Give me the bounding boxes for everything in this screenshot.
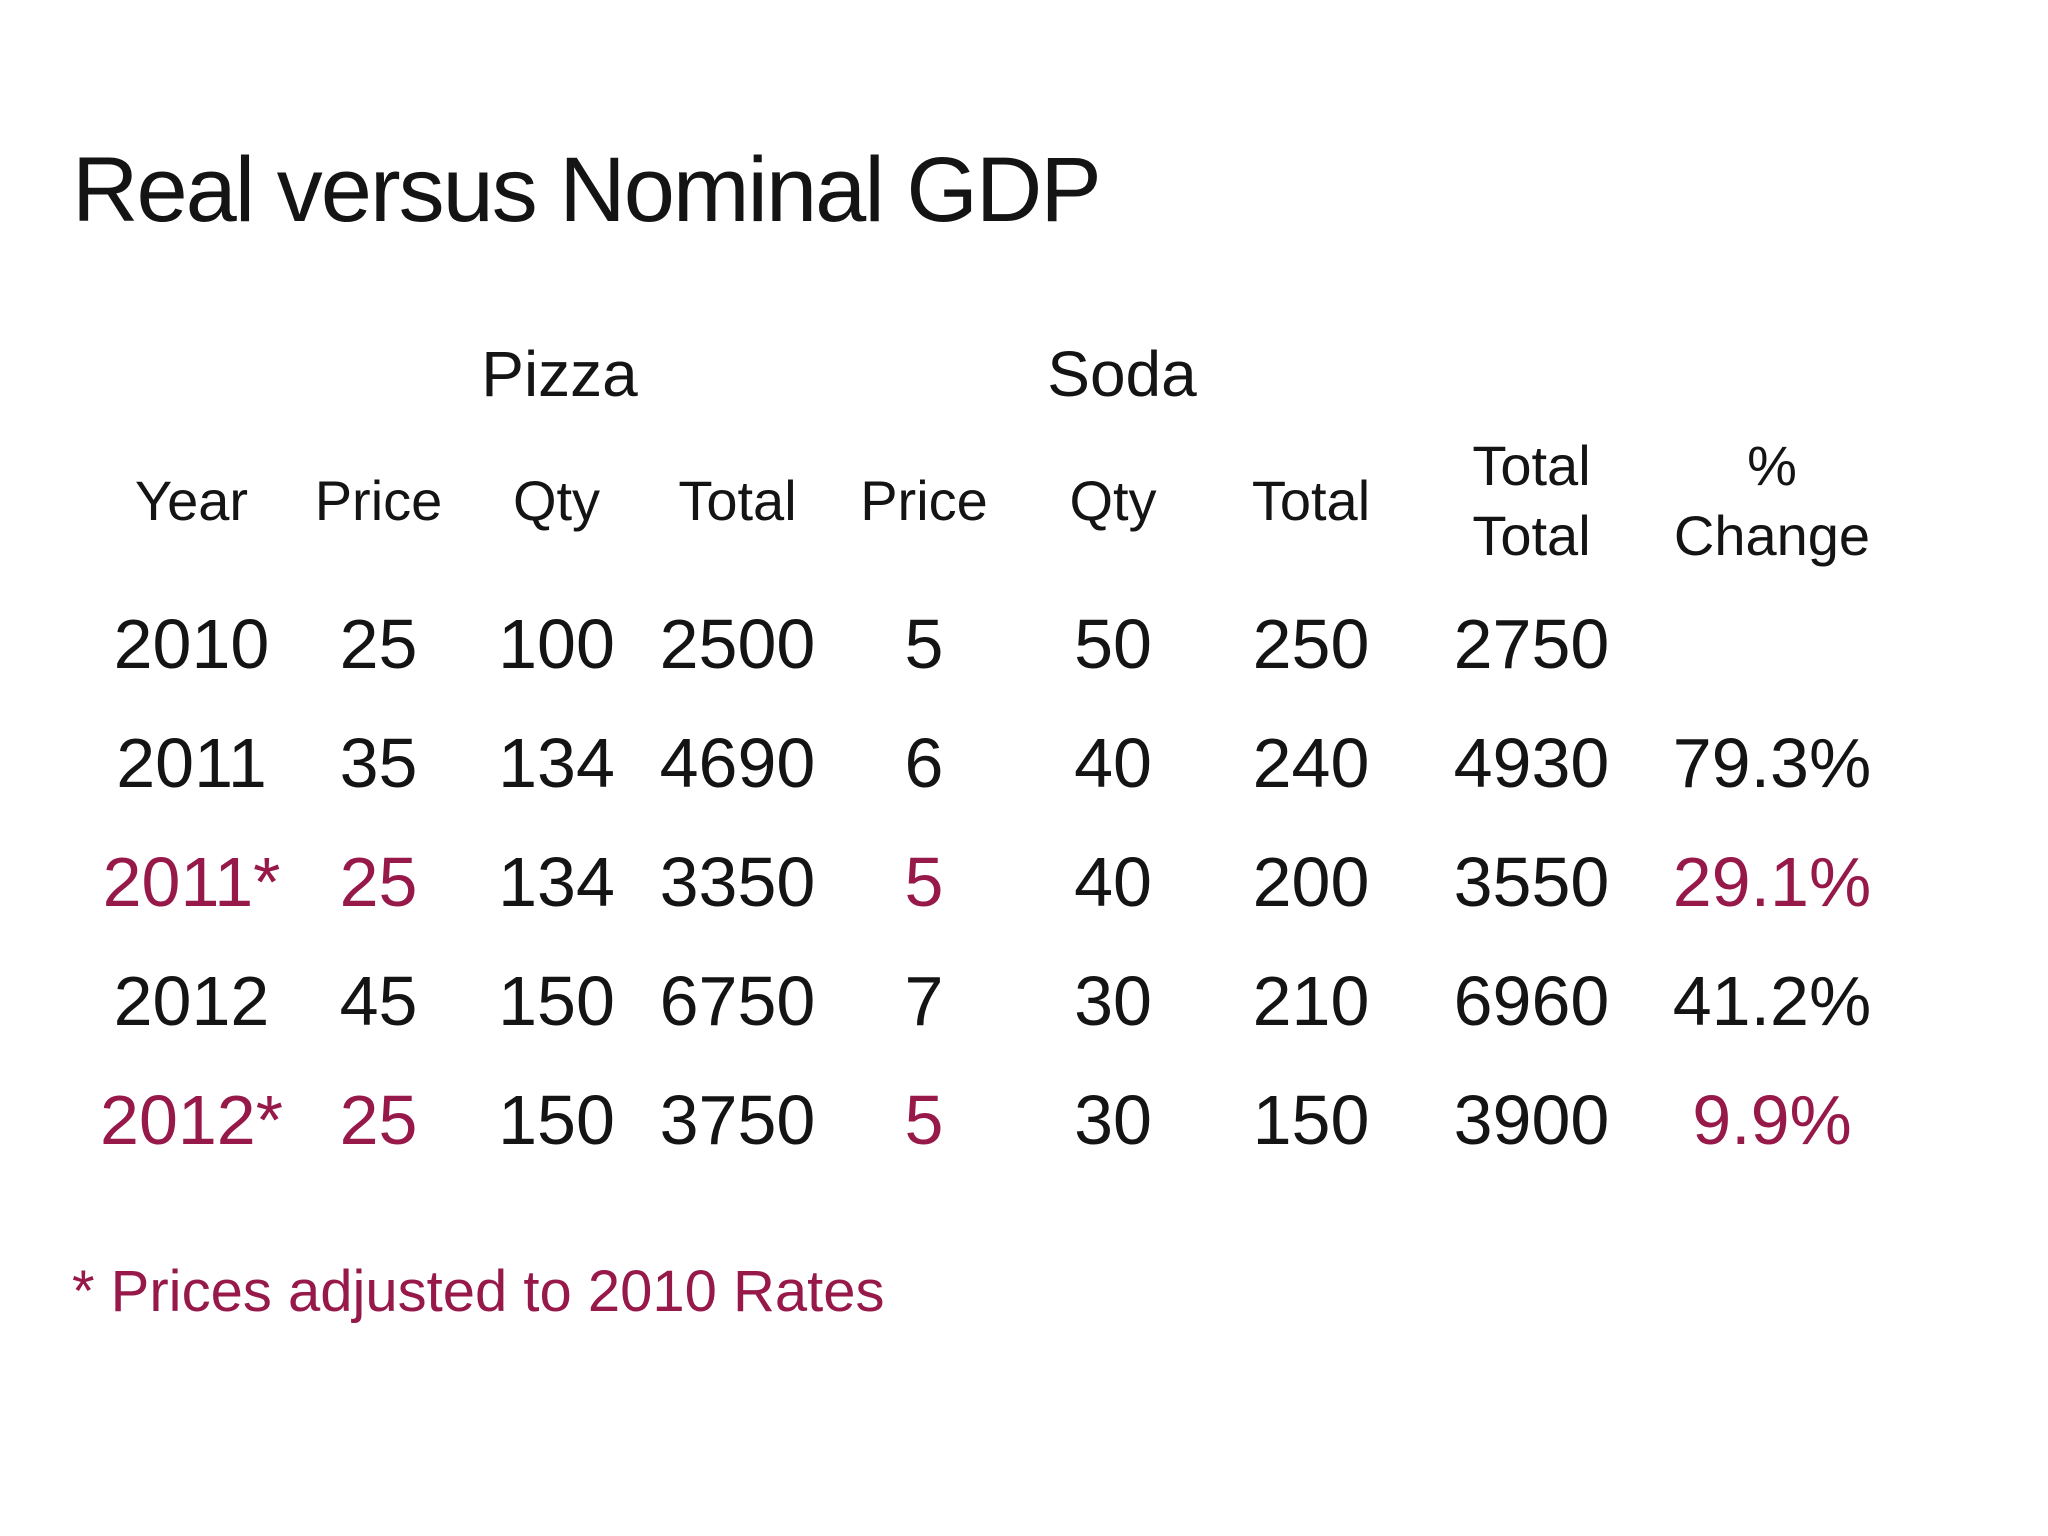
cell-soda-total: 150: [1252, 1080, 1370, 1159]
header-total-total: Total Total: [1472, 434, 1591, 567]
cell-pizza-total: 3350: [659, 842, 816, 921]
cell-pizza-total: 2500: [659, 604, 816, 683]
page-title: Real versus Nominal GDP: [72, 139, 1102, 241]
cell-year: 2011*: [102, 842, 281, 921]
cell-pct-change: 79.3%: [1672, 723, 1872, 802]
header-year: Year: [134, 469, 249, 532]
cell-soda-qty: 30: [1074, 1080, 1152, 1159]
group-header-pizza: Pizza: [481, 338, 638, 410]
cell-soda-total: 200: [1252, 842, 1370, 921]
cell-soda-price: 5: [904, 1080, 944, 1159]
table-row-2011-adjusted: 2011* 25 134 3350 5 40 200 3550 29.1%: [94, 822, 1895, 941]
gdp-table: Pizza Soda Year Price Qty Total Price Qt…: [94, 330, 1895, 1179]
cell-total-total: 4930: [1453, 723, 1610, 802]
cell-soda-price: 7: [904, 961, 944, 1040]
table-row-2012-adjusted: 2012* 25 150 3750 5 30 150 3900 9.9%: [94, 1060, 1895, 1179]
cell-year: 2012: [113, 961, 270, 1040]
cell-soda-price: 6: [904, 723, 944, 802]
cell-total-total: 3550: [1453, 842, 1610, 921]
cell-total-total: 3900: [1453, 1080, 1610, 1159]
table-row-2010: 2010 25 100 2500 5 50 250 2750: [94, 584, 1895, 703]
footnote-prices-adjusted: * Prices adjusted to 2010 Rates: [72, 1259, 885, 1324]
cell-soda-total: 240: [1252, 723, 1370, 802]
cell-pizza-price: 25: [339, 842, 418, 921]
header-pizza-total: Total: [678, 469, 797, 532]
cell-pizza-qty: 150: [498, 1080, 615, 1159]
cell-total-total: 6960: [1453, 961, 1610, 1040]
group-header-spacer: [1414, 330, 1895, 418]
cell-pct-change: 9.9%: [1692, 1080, 1852, 1159]
cell-pct-change: 41.2%: [1672, 961, 1872, 1040]
cell-soda-price: 5: [904, 842, 944, 921]
cell-pct-change: [1649, 584, 1895, 703]
cell-pizza-price: 45: [339, 961, 418, 1040]
header-soda-price: Price: [860, 469, 988, 532]
cell-pizza-total: 3750: [659, 1080, 816, 1159]
cell-pizza-total: 4690: [659, 723, 816, 802]
cell-pizza-price: 35: [339, 723, 418, 802]
header-soda-total: Total: [1251, 469, 1371, 532]
group-header-soda: Soda: [1047, 338, 1197, 410]
cell-pizza-qty: 134: [498, 723, 615, 802]
header-pizza-price: Price: [314, 469, 443, 532]
cell-pizza-price: 25: [339, 604, 418, 683]
table-group-header-row: Pizza Soda: [94, 330, 1895, 418]
cell-pizza-price: 25: [339, 1080, 418, 1159]
cell-soda-qty: 40: [1074, 723, 1152, 802]
cell-soda-qty: 50: [1074, 604, 1152, 683]
cell-soda-price: 5: [904, 604, 944, 683]
cell-pct-change: 29.1%: [1672, 842, 1872, 921]
cell-pizza-qty: 150: [498, 961, 615, 1040]
group-header-spacer: [94, 330, 289, 418]
cell-year: 2011: [116, 723, 267, 802]
table-row-2011: 2011 35 134 4690 6 40 240 4930 79.3%: [94, 703, 1895, 822]
cell-soda-qty: 40: [1074, 842, 1152, 921]
cell-soda-total: 210: [1252, 961, 1370, 1040]
table-header-row: Year Price Qty Total Price Qty Total Tot…: [94, 418, 1895, 584]
header-soda-qty: Qty: [1069, 469, 1157, 532]
header-pct-change: % Change: [1673, 434, 1871, 567]
cell-year: 2012*: [100, 1080, 283, 1159]
cell-soda-total: 250: [1252, 604, 1370, 683]
cell-pizza-qty: 100: [498, 604, 615, 683]
cell-pizza-qty: 134: [498, 842, 615, 921]
header-pizza-qty: Qty: [512, 469, 601, 532]
cell-total-total: 2750: [1453, 604, 1610, 683]
cell-year: 2010: [113, 604, 270, 683]
table-row-2012: 2012 45 150 6750 7 30 210 6960 41.2%: [94, 941, 1895, 1060]
cell-soda-qty: 30: [1074, 961, 1152, 1040]
cell-pizza-total: 6750: [659, 961, 816, 1040]
